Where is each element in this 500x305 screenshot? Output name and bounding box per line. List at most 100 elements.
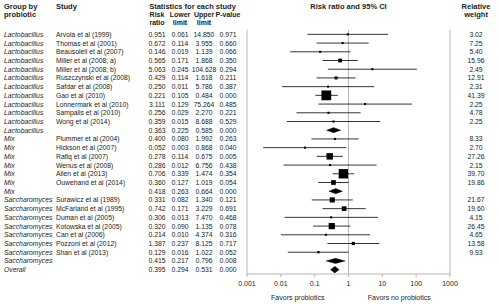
study-square [335,76,338,79]
upper-label: 2.270 [195,109,212,116]
weight-label: 13.58 [467,240,484,247]
group-label: Lactobacillus [4,118,44,125]
study-label: Wong et al (2014) [56,118,110,126]
weight-label: 2.31 [469,83,482,90]
p-value-label: 0.485 [219,101,236,108]
x-label: Favors no probiotics [368,294,432,302]
lower-label: 0.225 [171,127,188,134]
column-header: Risk [150,11,165,18]
p-value-label: 0.000 [219,92,236,99]
group-label: Lactobacillus [4,109,44,116]
study-square [329,223,335,229]
upper-label: 1.022 [195,249,212,256]
weight-label: 26.45 [467,223,484,230]
p-value-label: 0.008 [219,257,236,264]
p-value-label: 0.078 [219,223,236,230]
lower-label: 0.171 [171,205,188,212]
lower-label: 0.171 [171,57,188,64]
upper-label: 4.374 [195,231,212,238]
study-label: Rafiq et al (2007) [56,153,108,161]
weight-label: 4.65 [469,231,482,238]
forest-plot: Group byprobioticStudyStatistics for eac… [0,0,500,305]
risk-ratio-label: 0.951 [148,31,165,38]
upper-label: 6.756 [195,162,212,169]
study-label: Lonnermark et al (2010) [56,101,129,109]
group-label: Saccharomyces [4,249,53,257]
ci-line [307,34,388,35]
weight-label: 2.15 [469,162,482,169]
upper-label: 8.125 [195,240,212,247]
p-value-label: 0.691 [219,205,236,212]
study-square [327,86,329,88]
risk-ratio-label: 0.221 [148,92,165,99]
group-label: Saccharomyces [4,196,53,204]
weight-label: 4.15 [469,214,482,221]
axis-border [247,30,248,274]
x-tick [247,274,248,277]
p-value-label: 0.000 [219,188,236,195]
weight-label: 21.67 [467,196,484,203]
summary-diamond [329,189,343,194]
upper-label: 0.675 [195,153,212,160]
risk-ratio-label: 0.359 [148,118,165,125]
lower-label: 0.127 [171,179,188,186]
study-square [342,206,347,211]
p-value-label: 0.971 [219,31,236,38]
group-label: Mix [4,179,15,186]
study-label: Duman et al (2005) [56,214,114,222]
lower-label: 0.090 [171,223,188,230]
weight-label: 27.26 [467,153,484,160]
x-tick [280,274,281,277]
p-value-label: 0.350 [219,57,236,64]
study-square [331,180,336,185]
x-tick-label: 0.001 [238,280,256,287]
study-square [347,33,349,35]
study-square [325,234,327,236]
ci-line [281,234,370,235]
p-value-label: 0.316 [219,231,236,238]
upper-label: 8.688 [195,118,212,125]
lower-label: 0.010 [171,231,188,238]
upper-label: 5.786 [195,83,212,90]
study-label: Pozzoni et al (2012) [56,240,116,248]
study-square [304,147,306,149]
risk-ratio-label: 0.146 [148,48,165,55]
x-tick [450,274,451,277]
study-label: Ouwehand et al (2014) [56,179,125,187]
weight-label: 39.70 [467,170,484,177]
ci-line [296,112,360,113]
summary-diamond [326,258,345,263]
p-value-label: 0.052 [219,249,236,256]
risk-ratio-label: 0.129 [148,249,165,256]
upper-label: 1.474 [195,170,212,177]
risk-ratio-label: 0.672 [148,40,165,47]
x-tick-label: 10 [378,280,386,287]
weight-label: 2.25 [469,101,482,108]
ci-line [317,43,369,44]
risk-ratio-label: 0.052 [148,144,165,151]
x-label: Favors probiotics [271,294,325,302]
study-label: Thomas et al (2001) [56,40,117,48]
risk-ratio-label: 3.111 [149,101,165,108]
x-tick [416,274,417,277]
lower-label: 0.012 [171,162,188,169]
lower-label: 0.294 [171,266,188,273]
study-square [319,51,321,53]
risk-ratio-label: 0.363 [148,127,165,134]
ci-line [287,121,380,122]
weight-label: 4.78 [469,109,482,116]
risk-ratio-label: 0.360 [148,179,165,186]
lower-label: 0.105 [171,92,188,99]
column-header: weight [463,10,488,19]
group-label: Mix [4,188,15,195]
risk-ratio-label: 0.250 [148,83,165,90]
study-label: McFarland et al (1995) [56,205,124,213]
group-label: Lactobacillus [4,74,44,81]
upper-label: 1.618 [195,74,212,81]
group-label: Saccharomyces [4,223,53,231]
weight-label: 15.96 [467,57,484,64]
upper-label: 0.484 [195,92,212,99]
study-label: Arvola et al (1999) [56,31,112,39]
risk-ratio-label: 5.063 [148,66,165,73]
group-label: Lactobacillus [4,66,44,73]
